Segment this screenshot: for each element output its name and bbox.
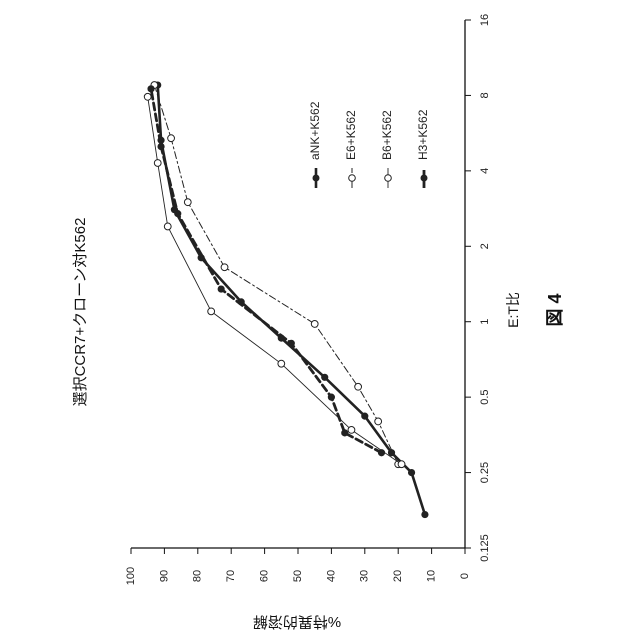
data-point [354,382,363,391]
x-tick-label: 8 [479,92,491,98]
legend-label: E6+K562 [344,110,358,160]
series-4 [147,85,386,457]
data-point [377,449,386,457]
x-tick-label: 4 [479,168,491,174]
x-tick-label: 2 [479,243,491,249]
x-tick-label: 0.125 [479,534,491,562]
series-line [147,96,402,465]
legend-label: B6+K562 [380,110,394,160]
data-point [277,359,286,368]
legend-marker [312,174,320,182]
data-point [147,85,155,93]
data-point [347,426,356,434]
legend-item: E6+K562 [344,110,358,188]
axes: 0.125 0.25 0.5 1 2 4 8 16 0 10 20 30 40 50 60 70 80 90 100 [125,14,491,585]
data-point [143,92,152,101]
x-tick-label: 0.5 [479,389,491,404]
y-tick-label: 90 [158,570,170,582]
data-point [421,510,429,519]
x-tick-label: 16 [479,14,491,26]
data-point [167,134,175,143]
y-tick-label: 20 [392,570,404,582]
y-tick-label: 60 [259,570,271,582]
y-axis-label: %特異的溶解 [253,613,341,630]
data-point [157,142,165,151]
legend-marker [384,174,392,182]
data-point [153,159,162,167]
legend-label: H3+K562 [416,109,430,160]
legend-item: H3+K562 [416,109,430,188]
data-point [407,468,416,477]
data-point [217,285,225,293]
chart-title: 選択CCR7+クローン対K562 [72,218,89,407]
legend-label: aNK+K562 [308,101,322,160]
y-tick-label: 30 [359,570,371,582]
y-tick-label: 100 [125,567,137,585]
y-tick-label: 70 [225,570,237,582]
legend-marker [348,174,356,182]
legend-item: aNK+K562 [308,101,322,188]
series-3 [143,92,406,469]
data-point [220,263,229,272]
y-tick-label: 0 [459,573,471,579]
y-tick-label: 50 [292,570,304,582]
data-point [321,373,329,381]
data-point [310,320,319,328]
data-point [374,417,383,426]
y-tick-label: 40 [325,570,337,582]
y-tick-label: 80 [192,570,204,582]
legend: aNK+K562 E6+K562 B6+K562 H3+K562 [308,101,430,188]
legend-item: B6+K562 [380,110,394,188]
series-layer [143,81,429,519]
series-2 [150,81,403,469]
data-point [174,210,182,218]
y-tick-label: 10 [426,570,438,582]
x-tick-label: 1 [479,319,491,325]
data-point [183,198,192,207]
data-point [163,222,172,231]
legend-marker [420,174,428,182]
x-axis-label: E:T比 [505,292,521,328]
data-point [207,307,216,316]
data-point [361,412,369,420]
figure-label: 図 4 [545,293,565,326]
series-line [153,84,399,465]
series-line [149,87,383,455]
data-point [397,460,406,469]
data-point [341,429,349,437]
data-point [327,393,335,401]
x-tick-label: 0.25 [479,462,491,483]
data-point [287,339,295,347]
